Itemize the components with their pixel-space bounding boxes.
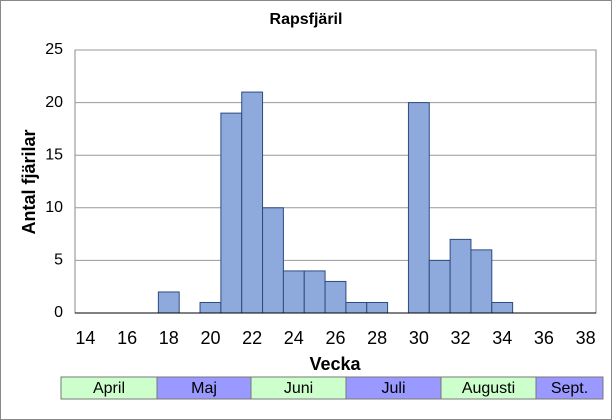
bar (199, 301, 222, 314)
y-tick-label: 10 (45, 199, 63, 216)
x-axis-label: Vecka (309, 354, 361, 374)
y-tick-label: 15 (45, 146, 63, 163)
month-band (535, 376, 604, 400)
plot-area (74, 49, 597, 314)
month-label: Augusti (462, 380, 515, 397)
x-tick-label: 16 (117, 328, 137, 348)
month-label: Juni (284, 380, 313, 397)
month-label: Juli (381, 380, 405, 397)
bar (366, 301, 389, 314)
month-label: Sept. (551, 380, 588, 397)
bar (345, 301, 368, 314)
bar (157, 291, 180, 314)
x-tick-label: 20 (200, 328, 220, 348)
x-tick-label: 26 (325, 328, 345, 348)
bar (449, 238, 472, 314)
bar (428, 259, 451, 314)
y-tick-label: 0 (54, 304, 63, 321)
month-label: April (93, 380, 125, 397)
x-tick-label: 36 (534, 328, 554, 348)
x-tick-label: 18 (159, 328, 179, 348)
x-tick-label: 34 (492, 328, 512, 348)
x-tick-label: 14 (75, 328, 95, 348)
x-tick-label: 22 (242, 328, 262, 348)
x-tick-label: 32 (451, 328, 471, 348)
bar (491, 301, 514, 314)
chart-title: Rapsfjäril (270, 11, 343, 28)
x-tick-label: 38 (576, 328, 596, 348)
x-tick-label: 24 (284, 328, 304, 348)
bar (407, 102, 430, 314)
bar (470, 249, 493, 314)
bar (282, 270, 305, 314)
bar (324, 280, 347, 314)
y-tick-label: 20 (45, 94, 63, 111)
x-tick-label: 30 (409, 328, 429, 348)
bar (220, 112, 243, 314)
bar (262, 207, 284, 314)
month-label: Maj (191, 380, 217, 397)
bar (303, 270, 326, 314)
x-tick-label: 28 (367, 328, 387, 348)
y-tick-label: 25 (45, 41, 63, 58)
y-axis-label: Antal fjärilar (19, 129, 39, 234)
bar (241, 91, 264, 314)
y-tick-label: 5 (54, 252, 63, 269)
